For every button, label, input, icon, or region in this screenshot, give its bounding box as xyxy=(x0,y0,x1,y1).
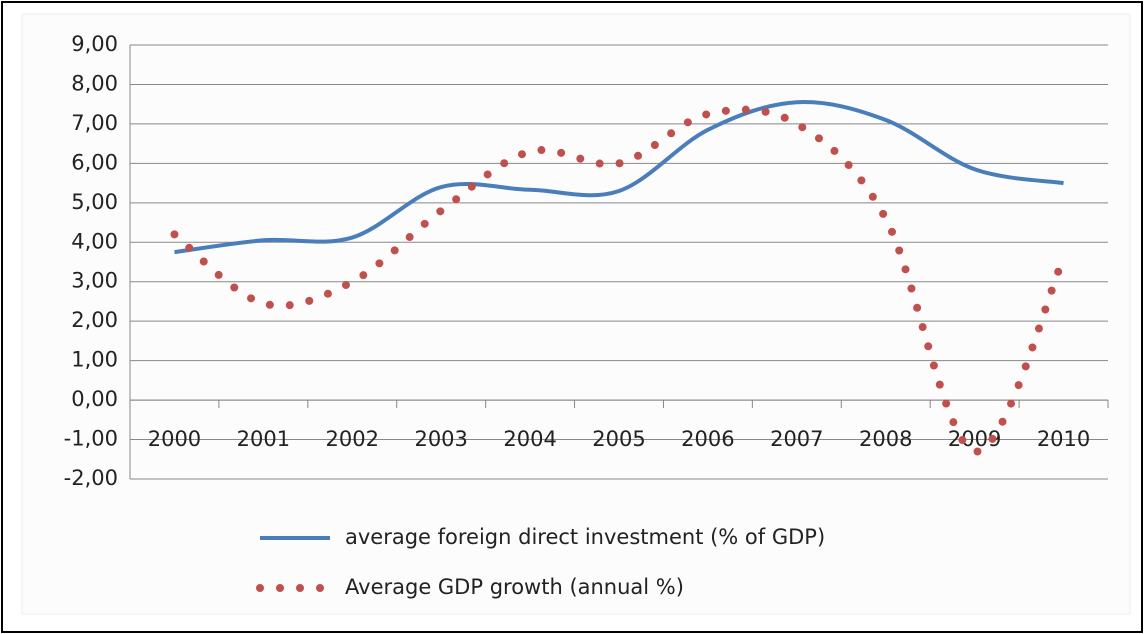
series-line xyxy=(174,100,1064,255)
y-tick-label: -2,00 xyxy=(64,466,118,490)
legend-label: Average GDP growth (annual %) xyxy=(345,575,684,599)
series-line xyxy=(170,105,1068,456)
x-tick-label: 2008 xyxy=(859,427,912,451)
y-tick-label: 8,00 xyxy=(71,71,118,95)
y-tick-label: 4,00 xyxy=(71,229,118,253)
x-tick-label: 2006 xyxy=(681,427,734,451)
y-tick-label: 6,00 xyxy=(71,150,118,174)
x-tick-label: 2003 xyxy=(414,427,467,451)
y-tick-label: 5,00 xyxy=(71,190,118,214)
y-tick-label: 2,00 xyxy=(71,308,118,332)
x-tick-label: 2005 xyxy=(592,427,645,451)
y-tick-label: 7,00 xyxy=(71,111,118,135)
y-tick-label: 0,00 xyxy=(71,387,118,411)
x-tick-label: 2000 xyxy=(148,427,201,451)
y-tick-label: 3,00 xyxy=(71,269,118,293)
x-tick-label: 2004 xyxy=(503,427,556,451)
y-tick-label: 1,00 xyxy=(71,348,118,372)
x-tick-label: 2002 xyxy=(326,427,379,451)
x-tick-label: 2007 xyxy=(770,427,823,451)
legend-label: average foreign direct investment (% of … xyxy=(345,525,825,549)
x-tick-label: 2001 xyxy=(237,427,290,451)
x-tick-label: 2010 xyxy=(1037,427,1090,451)
y-tick-label: -1,00 xyxy=(64,427,118,451)
y-tick-label: 9,00 xyxy=(71,32,118,56)
chart-area xyxy=(21,13,1131,615)
